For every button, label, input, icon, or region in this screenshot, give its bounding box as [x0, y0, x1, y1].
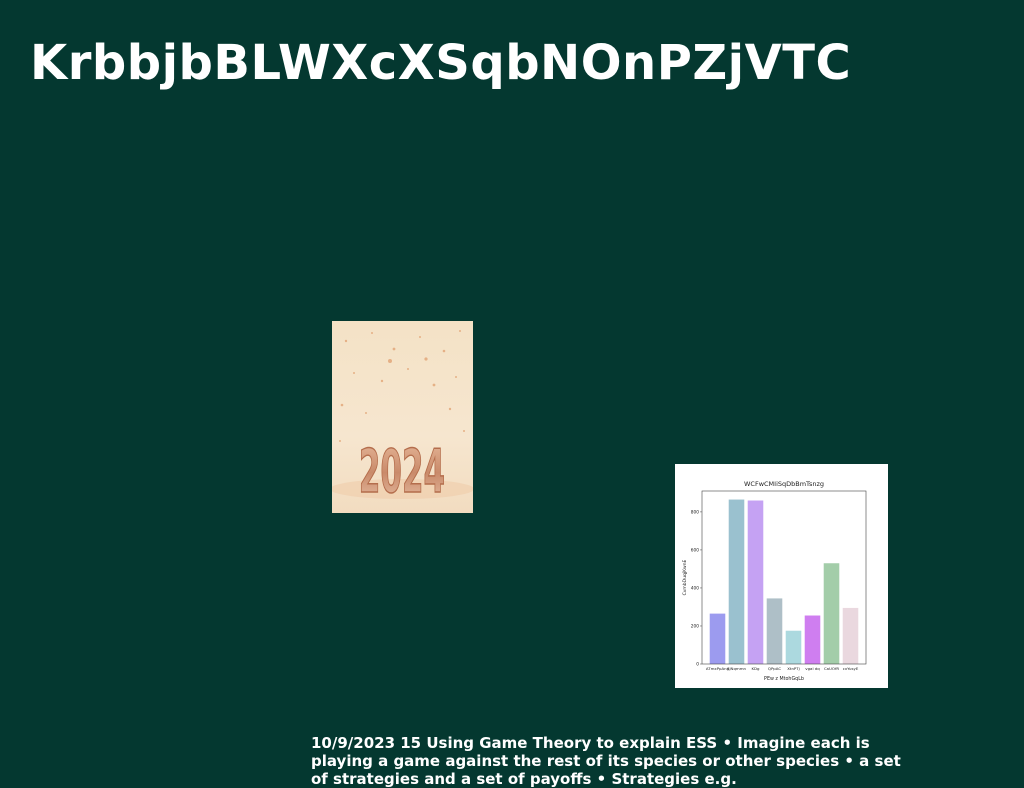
chart-category-label-7: cxYusyE	[843, 666, 859, 671]
chart-category-label-3: QPpAC	[768, 666, 781, 671]
chart-x-axis-label: PEw z MtohGqLb	[764, 676, 804, 682]
chart-bar-5	[804, 615, 821, 664]
chart-category-label-6: CaUOfR	[824, 666, 839, 671]
chart-y-tick-label-3: 600	[691, 547, 699, 553]
photo-year-text: 2024	[359, 438, 445, 507]
slide-body-text: 10/9/2023 15 Using Game Theory to explai…	[311, 734, 901, 788]
chart-category-label-5: vgal dq	[805, 666, 820, 671]
bar-chart: WCFwCMIiSqDbBmTsnzg CvmbDuqjKwnE PEw z M…	[682, 480, 867, 682]
bar-chart-image: WCFwCMIiSqDbBmTsnzg CvmbDuqjKwnE PEw z M…	[675, 464, 888, 688]
chart-y-tick-label-4: 800	[691, 509, 699, 515]
chart-bar-1	[728, 499, 745, 664]
chart-y-tick-label-0: 0	[696, 662, 699, 668]
chart-y-axis-label: CvmbDuqjKwnE	[682, 559, 688, 595]
chart-category-label-4: XtnPTj	[787, 666, 799, 671]
chart-category-label-0: ATmxPpAng	[706, 666, 730, 671]
chart-title: WCFwCMIiSqDbBmTsnzg	[744, 480, 824, 488]
chart-bar-0	[709, 613, 726, 664]
chart-y-tick-label-1: 200	[691, 623, 699, 629]
chart-bar-2	[747, 500, 764, 664]
chart-y-tick-label-2: 400	[691, 585, 699, 591]
chart-category-label-2: KDg	[751, 666, 760, 671]
slide-title: KrbbjbBLWXcXSqbNOnPZjVTC	[30, 35, 852, 91]
chart-category-label-1: SjNqmmn	[727, 666, 747, 671]
chart-bar-7	[842, 607, 859, 664]
chart-plot-frame	[701, 490, 867, 665]
chart-bar-4	[785, 630, 802, 664]
chart-bar-6	[823, 563, 840, 664]
new-year-2024-photo: 2024	[332, 321, 473, 513]
chart-bar-3	[766, 598, 783, 664]
